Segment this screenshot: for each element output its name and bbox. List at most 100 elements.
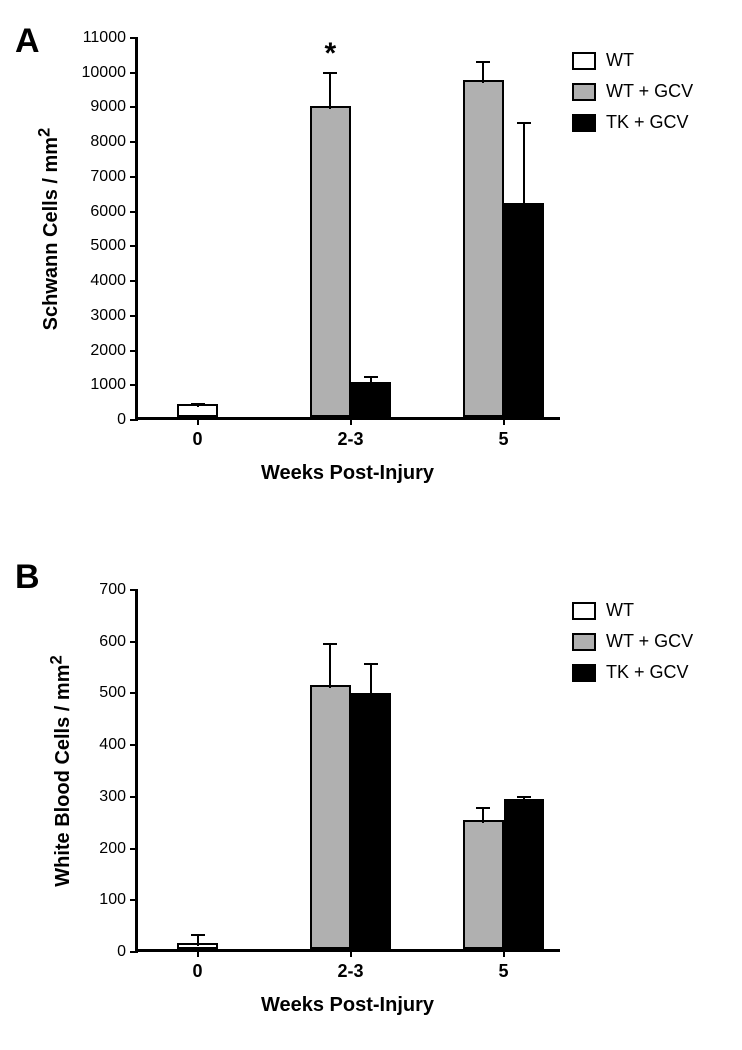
error-bar-cap [517,122,531,124]
x-tick-label: 2-3 [337,429,363,450]
y-tick-label: 7000 [90,168,126,186]
y-tick-label: 11000 [83,29,126,47]
legend-label: WT [606,50,634,71]
y-tick-label: 6000 [90,203,126,221]
error-bar-cap [364,663,378,665]
y-axis-title-text: Schwann Cells / mm [40,137,62,330]
panel-b-plot-area: 010020030040050060070002-35 [135,590,560,952]
y-axis-title-sup: 2 [46,655,65,664]
y-tick-label: 200 [99,840,126,858]
panel-a-y-axis-title: Schwann Cells / mm2 [34,128,63,331]
y-tick-label: 0 [117,943,126,961]
y-tick [130,384,138,386]
panel-a-plot-area: * 01000200030004000500060007000800090001… [135,38,560,420]
legend-label: TK + GCV [606,662,689,683]
panel-a-x-axis-title: Weeks Post-Injury [261,462,434,485]
y-tick [130,245,138,247]
y-tick [130,419,138,421]
legend-item: WT + GCV [572,81,693,102]
y-tick-label: 9000 [90,98,126,116]
panel-b-y-axis-title: White Blood Cells / mm2 [46,655,75,887]
error-bar-line [197,935,199,945]
error-bar-cap [191,934,205,936]
bar [463,80,503,417]
panel-letter-a: A [15,22,40,61]
x-tick-label: 2-3 [337,961,363,982]
bar [504,203,544,417]
y-tick [130,589,138,591]
y-tick-label: 600 [99,633,126,651]
y-tick [130,641,138,643]
y-tick-label: 1000 [90,376,126,394]
y-tick-label: 500 [99,684,126,702]
y-tick-label: 4000 [90,272,126,290]
y-tick [130,211,138,213]
error-bar-cap [476,807,490,809]
y-tick-label: 100 [99,891,126,909]
y-tick [130,899,138,901]
x-tick [350,949,352,957]
legend-label: WT + GCV [606,81,693,102]
error-bar-cap [517,796,531,798]
y-tick [130,37,138,39]
legend-swatch [572,83,596,101]
legend-label: WT + GCV [606,631,693,652]
legend-item: TK + GCV [572,112,693,133]
y-tick-label: 2000 [90,342,126,360]
significance-marker: * [324,37,336,71]
y-axis-title-sup: 2 [34,128,53,137]
x-tick [197,417,199,425]
legend-swatch [572,114,596,132]
panel-b-bars [138,590,560,949]
error-bar-line [523,123,525,206]
y-tick-label: 3000 [90,307,126,325]
legend-item: WT + GCV [572,631,693,652]
error-bar-line [482,808,484,822]
error-bar-cap [323,72,337,74]
panel-b-legend: WT WT + GCV TK + GCV [572,600,693,693]
y-tick [130,796,138,798]
y-tick [130,141,138,143]
figure: A * 010002000300040005000600070008000900… [0,0,742,1050]
bar [310,685,350,949]
y-tick [130,106,138,108]
y-tick [130,848,138,850]
error-bar-line [329,73,331,109]
panel-b-x-axis-title: Weeks Post-Injury [261,994,434,1017]
y-tick-label: 700 [99,581,126,599]
legend-label: WT [606,600,634,621]
y-tick-label: 5000 [90,237,126,255]
x-tick [503,949,505,957]
x-tick [350,417,352,425]
x-tick-label: 5 [498,961,508,982]
y-tick [130,350,138,352]
y-tick [130,951,138,953]
bar [504,799,544,949]
y-tick-label: 0 [117,411,126,429]
legend-label: TK + GCV [606,112,689,133]
y-tick [130,692,138,694]
x-tick-label: 0 [192,429,202,450]
error-bar-line [370,664,372,696]
y-axis-title-text: White Blood Cells / mm [52,665,74,887]
y-tick-label: 8000 [90,133,126,151]
panel-letter-b: B [15,558,40,597]
bar [351,693,391,949]
legend-item: WT [572,600,693,621]
y-tick-label: 300 [99,788,126,806]
legend-swatch [572,633,596,651]
error-bar-cap [364,376,378,378]
y-tick-label: 10000 [82,64,127,82]
error-bar-cap [476,61,490,63]
bar [310,106,350,417]
y-tick [130,744,138,746]
x-tick-label: 5 [498,429,508,450]
legend-swatch [572,52,596,70]
x-tick [503,417,505,425]
error-bar-line [370,377,372,385]
error-bar-line [329,644,331,688]
legend-swatch [572,664,596,682]
y-tick-label: 400 [99,736,126,754]
error-bar-line [482,62,484,83]
error-bar-cap [191,403,205,405]
